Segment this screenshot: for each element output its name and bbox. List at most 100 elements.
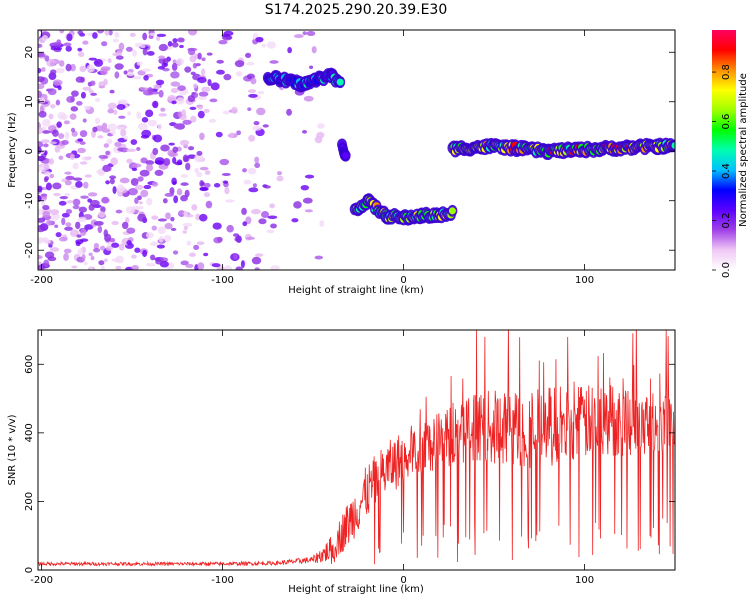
spectrogram-noise-blob (302, 31, 307, 36)
spectrogram-noise-blob (64, 171, 72, 175)
spectrogram-noise-blob (293, 201, 302, 209)
x-tick-label: 0 (400, 275, 406, 286)
spectrogram-noise-blob (203, 252, 209, 257)
spectrogram-noise-blob (158, 236, 164, 243)
spectrogram-noise-blob (75, 181, 83, 188)
spectrogram-noise-blob (88, 204, 95, 211)
spectrogram-noise-blob (151, 215, 159, 220)
spectrogram-noise-blob (64, 193, 71, 197)
spectrogram-track-core (342, 152, 350, 160)
spectrogram-noise-blob (145, 163, 154, 172)
spectrogram-noise-blob (204, 170, 211, 175)
snr-panel: -200 -100 0 100 0 200 400 600 Height of straig… (7, 329, 676, 595)
spectrogram-noise-blob (59, 196, 69, 200)
spectrogram-noise-blob (38, 208, 43, 216)
spectrogram-noise-blob (40, 198, 46, 207)
spectrogram-noise-blob (164, 192, 175, 197)
spectrogram-noise-blob (96, 169, 105, 175)
spectrogram-noise-blob (126, 158, 133, 164)
spectrogram-noise-blob (66, 200, 74, 204)
spectrogram-noise-blob (235, 266, 243, 270)
spectrogram-noise-blob (183, 225, 188, 231)
spectrogram-noise-blob (70, 127, 76, 133)
spectrogram-noise-blob (171, 100, 177, 105)
spectrogram-noise-blob (160, 144, 170, 152)
spectrogram-noise-blob (38, 83, 45, 90)
spectrogram-noise-blob (38, 165, 42, 172)
spectrogram-noise-blob (61, 113, 68, 121)
spectrogram-noise-blob (266, 229, 275, 234)
spectrogram-noise-blob (158, 89, 164, 98)
spectrogram-noise-blob (71, 265, 78, 269)
spectrogram-noise-blob (172, 250, 179, 255)
spectrogram-noise-blob (90, 92, 97, 96)
spectrogram-noise-blob (66, 33, 73, 42)
spectrogram-noise-blob (201, 86, 211, 92)
spectrogram-noise-blob (170, 87, 179, 94)
spectrogram-noise-blob (95, 117, 101, 125)
spectrogram-noise-blob (105, 150, 111, 156)
spectrogram-noise-blob (105, 245, 113, 251)
spectrogram-noise-blob (49, 247, 60, 252)
spectrogram-noise-blob (180, 195, 188, 202)
spectrogram-noise-blob (77, 216, 87, 223)
spectrogram-noise-blob (167, 41, 173, 47)
spectrogram-noise-blob (43, 239, 52, 244)
spectrogram-noise-blob (77, 138, 84, 142)
spectrogram-noise-blob (198, 213, 208, 222)
spectrogram-noise-blob (137, 70, 146, 76)
spectrogram-noise-blob (171, 42, 179, 48)
spectrogram-noise-blob (38, 225, 46, 233)
spectrogram-noise-blob (81, 156, 92, 161)
spectrogram-noise-blob (248, 93, 258, 98)
spectrogram-noise-blob (203, 182, 211, 188)
spectrogram-noise-blob (242, 168, 247, 173)
spectrogram-noise-blob (50, 69, 57, 75)
spectrogram-noise-blob (212, 222, 222, 230)
spectrogram-noise-blob (182, 222, 193, 227)
spectrogram-noise-blob (176, 159, 183, 166)
spectrogram-noise-blob (112, 52, 120, 57)
spectrogram-noise-blob (119, 177, 130, 184)
spectrogram-noise-blob (200, 68, 206, 76)
spectrogram-noise-blob (101, 128, 111, 133)
spectrogram-noise-blob (134, 247, 141, 253)
spectrogram-noise-blob (210, 82, 220, 91)
colorbar: 0.0 0.2 0.4 0.6 0.8 Normalized spectral ampl… (712, 30, 749, 278)
spectrogram-noise-blob (252, 183, 257, 188)
spectrogram-noise-blob (54, 145, 61, 153)
spectrogram-noise-blob (38, 237, 43, 244)
spectrogram-noise-blob (178, 211, 184, 215)
spectrogram-noise-blob (132, 49, 137, 57)
spectrogram-noise-blob (172, 157, 177, 164)
spectrogram-noise-blob (120, 128, 127, 137)
spectrogram-noise-blob (190, 71, 196, 76)
spectrogram-noise-blob (196, 171, 203, 178)
spectrogram-noise-blob (154, 169, 164, 177)
spectrogram-noise-blob (291, 218, 299, 223)
spectrogram-noise-blob (242, 221, 248, 227)
spectrogram-noise-blob (190, 115, 197, 123)
spectrogram-noise-blob (179, 139, 190, 146)
spectrogram-noise-blob (143, 74, 149, 81)
spectrogram-noise-blob (201, 57, 206, 62)
spectrogram-noise-blob (168, 142, 175, 146)
spectrogram-noise-blob (64, 131, 70, 140)
y-tick-label: 10 (24, 95, 35, 108)
spectrogram-noise-blob (309, 65, 314, 70)
spectrogram-noise-blob (198, 106, 203, 110)
spectrogram-noise-blob (64, 226, 73, 231)
spectrogram-noise-blob (92, 32, 98, 39)
spectrogram-noise-blob (57, 85, 62, 91)
spectrogram-noise-blob (171, 177, 177, 186)
spectrogram-noise-blob (246, 61, 255, 66)
spectrogram-noise-blob (182, 119, 192, 125)
y-tick-label: -10 (24, 193, 35, 209)
spectrogram-noise-blob (77, 147, 86, 154)
spectrogram-noise-blob (101, 41, 108, 47)
spectrogram-noise-blob (121, 221, 129, 230)
y-tick-label: 0 (24, 148, 35, 154)
spectrogram-noise-blob (108, 30, 113, 36)
spectrogram-noise-blob (115, 55, 124, 60)
spectrogram-noise-blob (158, 43, 168, 52)
